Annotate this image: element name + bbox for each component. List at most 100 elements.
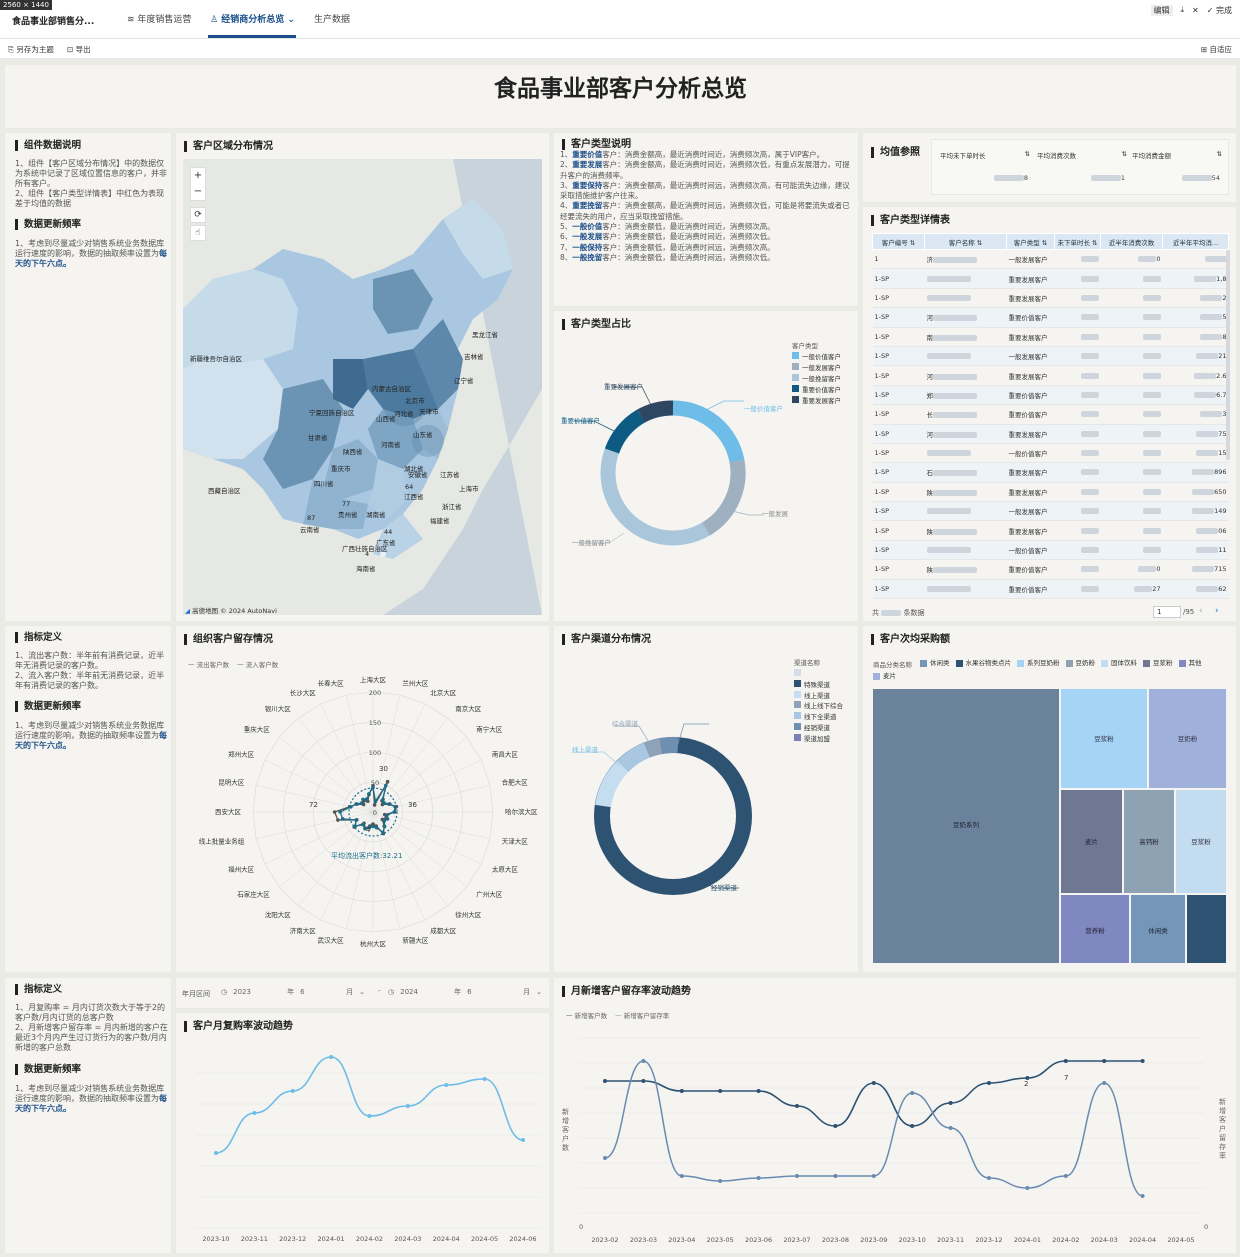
radar-point[interactable] [336,818,340,822]
radar-point[interactable] [353,824,357,829]
table-row[interactable]: 1-SP 河 重要发展客户 75 [872,424,1229,444]
retention-rate-point[interactable] [795,1174,799,1178]
sort-icon[interactable]: ⇅ [907,238,916,247]
radar-point[interactable] [359,801,364,805]
radar-point[interactable] [338,810,342,814]
treemap-cell[interactable]: 豆浆粉 [1060,688,1148,789]
legend-item[interactable]: 一般挽留客户 [792,374,841,385]
legend-item[interactable]: 线上渠道 [794,690,843,702]
retention-rate-point[interactable] [987,1176,991,1180]
legend-item[interactable]: 特殊渠道 [794,679,843,691]
repurchase-point[interactable] [444,1083,449,1087]
legend-item[interactable]: 豆浆粉 [1143,658,1173,669]
repurchase-point[interactable] [367,1114,372,1118]
date-range-end[interactable]: ◷ 2024 年 6 月 ⌄ [388,987,542,997]
legend-new-customers[interactable]: — 新增客户数 [566,1011,608,1020]
channel-donut[interactable] [554,626,858,972]
export-button[interactable]: ⊡ 导出 [67,44,91,55]
avg-col-header[interactable]: 平均未下单时长 ⇅ [940,150,1030,160]
repurchase-point[interactable] [329,1055,334,1059]
new-customers-point[interactable] [718,1089,723,1093]
legend-inflow[interactable]: — 流入客户数 [237,660,279,669]
legend-item[interactable]: 豆奶粉 [1065,658,1095,669]
table-row[interactable]: 1-SP 一般发展客户 21 [872,346,1229,367]
legend-item[interactable]: 重要价值客户 [792,385,841,396]
radar-point[interactable] [374,825,379,830]
radar-point[interactable] [384,783,388,788]
repurchase-point[interactable] [214,1151,218,1155]
legend-item[interactable]: 渠道加盟 [794,733,843,745]
table-row[interactable]: 1-SP 河 重要价值客户 5 [872,307,1229,328]
new-customers-point[interactable] [948,1101,953,1105]
table-row[interactable]: 1-SP 石 重要发展客户 896 [872,462,1229,483]
table-row[interactable]: 1-SP 陕 重要价值客户 0 715 [872,559,1229,580]
table-row[interactable]: 1-SP 一般发展客户 149 [872,501,1229,522]
treemap-cell[interactable]: 豆浆粉 [1175,789,1227,894]
type-share-donut[interactable] [554,311,858,621]
retention-rate-point[interactable] [1063,1174,1068,1178]
legend-item[interactable]: 经销渠道 [794,722,843,734]
table-row[interactable]: 1 济 一般发展客户 0 [872,249,1229,270]
retention-rate-series[interactable] [604,1060,1143,1197]
repurchase-point[interactable] [405,1104,410,1108]
retention-rate-point[interactable] [641,1059,646,1063]
next-page-icon[interactable]: › [1215,606,1219,616]
radar-point[interactable] [387,802,392,806]
legend-item[interactable]: 线下全渠道 [794,712,843,723]
sort-icon[interactable]: ⇅ [1121,150,1127,158]
legend-item[interactable]: 麦片 [873,671,896,682]
legend-outflow[interactable]: — 流出客户数 [188,660,230,669]
close-icon[interactable]: ✕ [1192,5,1199,15]
treemap-cell[interactable]: 麦片 [1060,789,1123,894]
date-range-start[interactable]: ◷ 2023 年 6 月 ⌄ [221,987,365,997]
done-button[interactable]: ✓ 完成 [1206,5,1232,15]
legend-item[interactable]: 固体饮料 [1101,658,1137,669]
radar-point[interactable] [371,824,375,829]
new-customers-point[interactable] [871,1081,876,1085]
radar-point[interactable] [354,818,359,822]
zoom-in-icon[interactable]: + [193,170,203,181]
treemap-cell[interactable]: 营养粉 [1060,894,1130,964]
table-header[interactable]: 近半年平均消... [1162,233,1229,250]
new-customers-series[interactable] [605,1060,1143,1127]
table-scrollbar[interactable] [1226,250,1230,460]
radar-point[interactable] [361,822,365,827]
retention-rate-point[interactable] [1102,1081,1107,1085]
legend-item[interactable]: 线上线下综合 [794,701,843,712]
repurchase-point[interactable] [521,1138,525,1142]
table-row[interactable]: 1-SP 重要价值客户 27 62 [872,579,1229,600]
legend-item[interactable]: 休闲类 [920,658,950,669]
zoom-out-icon[interactable]: − [193,186,203,197]
radar-point[interactable] [372,803,377,807]
radar-point[interactable] [381,797,385,802]
radar-point[interactable] [382,819,387,823]
rotate-icon[interactable]: ⟳ [190,207,206,223]
legend-item[interactable]: 一般价值客户 [792,352,841,363]
prev-page-icon[interactable]: ‹ [1199,606,1203,616]
edit-button[interactable]: 编辑 [1150,4,1173,16]
table-header[interactable]: 未下单时长 ⇅ [1054,233,1101,250]
repurchase-series[interactable] [215,1056,524,1154]
app-title[interactable]: 食品事业部销售分... [12,17,95,27]
retention-rate-point[interactable] [756,1176,761,1180]
retention-rate-point[interactable] [718,1179,723,1183]
retention-rate-point[interactable] [1140,1194,1145,1198]
radar-point[interactable] [367,792,371,796]
china-map[interactable] [183,159,542,615]
table-row[interactable]: 1-SP 南 重要发展客户 8 [872,327,1229,347]
table-row[interactable]: 1-SP 陕 重要发展客户 650 [872,482,1229,503]
new-customers-point[interactable] [795,1104,799,1108]
radar-point[interactable] [382,801,387,805]
sort-icon[interactable]: ⇅ [1039,238,1048,247]
table-header[interactable]: 客户类型 ⇅ [1006,233,1055,250]
new-customers-point[interactable] [1063,1059,1068,1063]
sort-icon[interactable]: ⇅ [974,238,983,247]
retention-rate-point[interactable] [603,1156,607,1160]
new-customers-point[interactable] [679,1089,684,1093]
table-header[interactable]: 客户名称 ⇅ [924,233,1007,250]
repurchase-line-chart[interactable]: 2023-10 2023-11 2023-12 2024-01 2024-02 2024-… [176,1013,549,1253]
treemap-cell[interactable]: 休闲类 [1130,894,1186,964]
retention-rate-point[interactable] [948,1126,953,1130]
legend-item[interactable]: 水果谷物类点片 [955,658,1011,669]
tab-annual-sales[interactable]: ≋ 年度销售运营 [127,12,191,25]
